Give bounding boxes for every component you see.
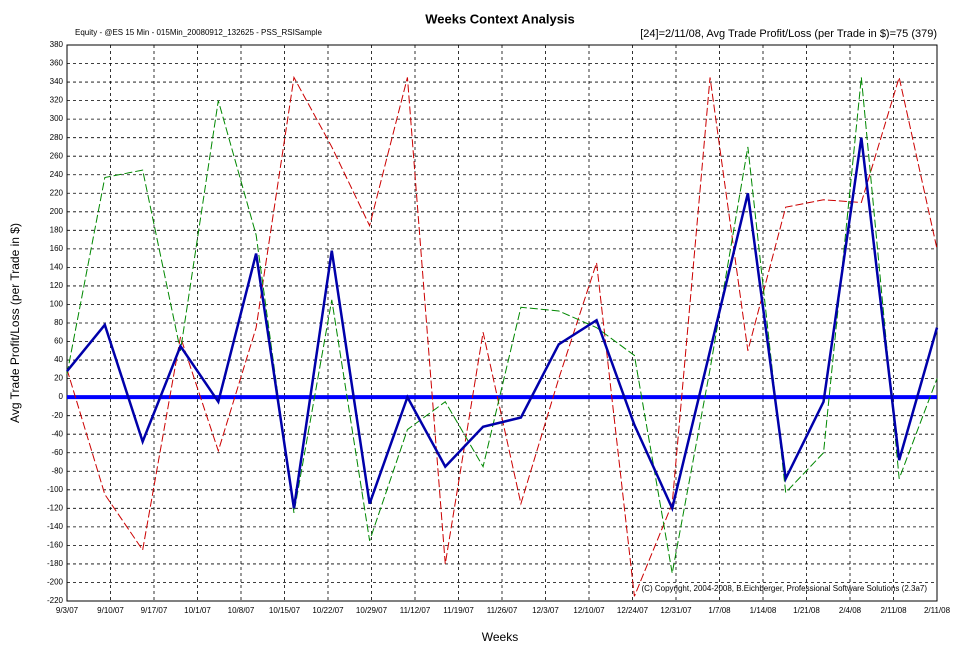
y-tick-label: 200 — [50, 207, 64, 216]
x-tick-label: 11/19/07 — [443, 606, 474, 615]
series-line — [66, 137, 939, 513]
y-tick-label: 60 — [54, 337, 63, 346]
y-tick-label: -80 — [51, 466, 63, 475]
y-tick-label: 100 — [50, 300, 64, 309]
x-axis-label: Weeks — [482, 630, 518, 644]
y-tick-label: -200 — [47, 578, 64, 587]
y-tick-label: 240 — [50, 170, 64, 179]
y-tick-label: 180 — [50, 225, 64, 234]
chart-title: Weeks Context Analysis — [425, 11, 575, 26]
info: [24]=2/11/08, Avg Trade Profit/Loss (per… — [640, 28, 937, 40]
y-tick-label: 20 — [54, 374, 63, 383]
y-tick-label: 380 — [50, 40, 64, 49]
y-tick-label: -60 — [51, 448, 63, 457]
x-tick-label: 12/10/07 — [573, 606, 605, 615]
y-axis-label: Avg Trade Profit/Loss (per Trade in $) — [8, 223, 22, 423]
y-tick-label: 220 — [50, 188, 64, 197]
x-tick-label: 11/26/07 — [487, 606, 518, 615]
x-tick-label: 10/22/07 — [312, 606, 344, 615]
series-line — [66, 77, 938, 574]
y-tick-label: 80 — [54, 318, 63, 327]
x-tick-label: 2/11/08 — [924, 606, 951, 615]
x-tick-label: 12/3/07 — [532, 606, 559, 615]
subtitle: Equity - @ES 15 Min - 015Min_20080912_13… — [75, 28, 322, 37]
x-tick-label: 2/4/08 — [839, 606, 862, 615]
y-tick-label: 260 — [50, 151, 64, 160]
copyright: (C) Copyright, 2004-2008, B.Eichberger, … — [642, 584, 928, 593]
x-tick-label: 10/1/07 — [184, 606, 211, 615]
x-tick-label: 1/14/08 — [750, 606, 777, 615]
y-tick-label: 160 — [50, 244, 64, 253]
y-tick-label: 340 — [50, 77, 64, 86]
y-tick-label: -140 — [47, 522, 64, 531]
y-tick-label: -100 — [47, 485, 64, 494]
y-tick-label: 120 — [50, 281, 64, 290]
y-tick-label: -160 — [47, 541, 64, 550]
y-tick-label: -20 — [51, 411, 63, 420]
x-tick-label: 1/7/08 — [708, 606, 731, 615]
y-tick-label: 320 — [50, 96, 64, 105]
y-tick-label: 140 — [50, 263, 64, 272]
y-tick-label: -220 — [47, 596, 64, 605]
x-tick-label: 2/11/08 — [880, 606, 907, 615]
x-tick-label: 10/8/07 — [228, 606, 255, 615]
y-tick-label: -40 — [51, 429, 63, 438]
y-tick-label: 360 — [50, 59, 64, 68]
y-tick-label: -120 — [47, 503, 64, 512]
y-tick-label: 280 — [50, 133, 64, 142]
x-tick-label: 12/31/07 — [660, 606, 692, 615]
x-tick-label: 9/10/07 — [97, 606, 124, 615]
y-tick-label: 0 — [59, 392, 64, 401]
x-tick-label: 12/24/07 — [617, 606, 649, 615]
y-tick-label: 40 — [54, 355, 63, 364]
series-line — [66, 75, 938, 597]
x-tick-label: 9/3/07 — [56, 606, 79, 615]
x-tick-label: 9/17/07 — [141, 606, 168, 615]
x-tick-label: 10/29/07 — [356, 606, 388, 615]
plot-border — [66, 44, 938, 602]
y-tick-label: 300 — [50, 114, 64, 123]
y-tick-label: -180 — [47, 559, 64, 568]
x-tick-label: 11/12/07 — [400, 606, 431, 615]
x-tick-label: 10/15/07 — [269, 606, 301, 615]
x-tick-label: 1/21/08 — [793, 606, 820, 615]
